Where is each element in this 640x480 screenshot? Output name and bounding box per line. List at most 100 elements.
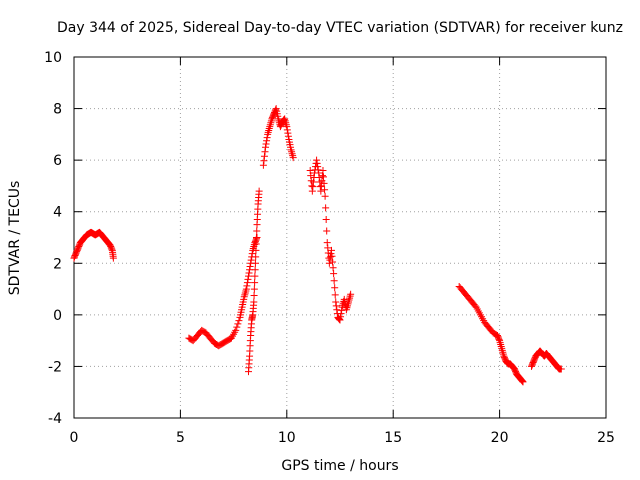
y-tick-label: 4 <box>53 205 62 221</box>
data-point <box>495 335 503 343</box>
x-tick-label: 15 <box>384 430 402 446</box>
data-point <box>272 106 280 114</box>
data-point <box>313 156 321 164</box>
series-segment-2 <box>185 234 261 350</box>
data-point <box>329 258 337 266</box>
data-point <box>260 152 268 160</box>
data-point <box>264 128 272 136</box>
data-point <box>244 275 252 283</box>
data-point <box>252 246 260 254</box>
data-point <box>241 291 249 299</box>
data-point <box>251 272 259 280</box>
data-point <box>283 123 291 131</box>
data-point <box>108 245 116 253</box>
data-point <box>338 306 346 314</box>
data-point <box>324 244 332 252</box>
x-tick-label: 20 <box>491 430 509 446</box>
data-point <box>288 148 296 156</box>
y-tick-label: -4 <box>48 411 62 427</box>
data-point <box>321 192 329 200</box>
series-segment-7 <box>528 347 565 373</box>
data-point <box>518 377 526 385</box>
data-point <box>265 125 273 133</box>
y-axis-label: SDTVAR / TECUs <box>7 181 23 296</box>
data-point <box>267 119 275 127</box>
data-point <box>317 187 325 195</box>
data-point <box>337 310 345 318</box>
data-point <box>313 159 321 167</box>
data-point <box>315 169 323 177</box>
series-segment-4 <box>259 105 297 169</box>
data-point <box>331 291 339 299</box>
data-point <box>252 234 260 241</box>
data-point <box>263 134 271 142</box>
grid-lines <box>74 57 606 418</box>
data-point <box>498 346 506 354</box>
plot-frame <box>73 56 607 419</box>
data-point <box>259 161 267 169</box>
data-point <box>308 182 316 190</box>
data-point <box>250 298 258 306</box>
y-tick-label: 10 <box>44 50 62 66</box>
data-point <box>264 130 272 138</box>
data-point <box>243 282 251 290</box>
data-point <box>241 289 249 297</box>
y-tick-label: 2 <box>53 256 62 272</box>
data-point <box>284 132 292 140</box>
data-point <box>242 287 250 295</box>
series-segment-1 <box>70 228 117 262</box>
data-point <box>244 272 252 280</box>
data-point <box>518 377 526 385</box>
data-point <box>557 365 565 373</box>
data-point <box>333 306 341 314</box>
axis-tick-labels: 0 5 10 15 20 25 -4 -2 0 2 4 6 8 10 <box>44 50 615 446</box>
data-point <box>245 269 253 277</box>
x-tick-label: 0 <box>70 430 79 446</box>
x-axis-label: GPS time / hours <box>281 458 398 474</box>
x-tick-label: 25 <box>597 430 615 446</box>
data-point <box>330 277 338 285</box>
x-tick-label: 5 <box>176 430 185 446</box>
y-tick-label: -2 <box>48 359 62 375</box>
data-point <box>337 313 345 321</box>
data-point <box>320 179 328 187</box>
series-segment-3 <box>244 187 263 376</box>
data-point <box>316 183 324 191</box>
data-point <box>251 279 259 287</box>
data-point <box>280 116 288 124</box>
data-point <box>250 285 258 293</box>
data-point <box>265 126 273 134</box>
data-point <box>255 187 263 195</box>
data-point <box>251 266 259 274</box>
data-point <box>243 279 251 287</box>
data-point <box>266 123 274 131</box>
data-point <box>319 166 327 174</box>
data-point <box>250 292 258 300</box>
data-point <box>330 270 338 278</box>
data-point <box>323 239 331 247</box>
data-point <box>306 166 314 174</box>
y-tick-label: 8 <box>53 102 62 118</box>
data-point <box>347 290 355 298</box>
series-segment-5 <box>306 156 355 324</box>
data-point <box>331 284 339 292</box>
data-point <box>262 140 270 148</box>
data-point <box>329 264 337 272</box>
data-point <box>263 137 271 145</box>
data-point <box>323 227 331 235</box>
data-point <box>109 254 117 262</box>
data-point <box>288 150 296 158</box>
data-point <box>308 187 316 195</box>
data-point <box>332 298 340 306</box>
data-point <box>325 259 333 267</box>
data-point <box>346 294 354 302</box>
data-point <box>234 320 242 328</box>
data-point <box>497 342 505 350</box>
data-point <box>346 292 354 300</box>
data-point <box>519 378 527 386</box>
data-point <box>499 348 507 356</box>
x-tick-label: 10 <box>278 430 296 446</box>
data-point <box>322 204 330 212</box>
data-points <box>70 105 565 386</box>
data-point <box>326 253 334 261</box>
